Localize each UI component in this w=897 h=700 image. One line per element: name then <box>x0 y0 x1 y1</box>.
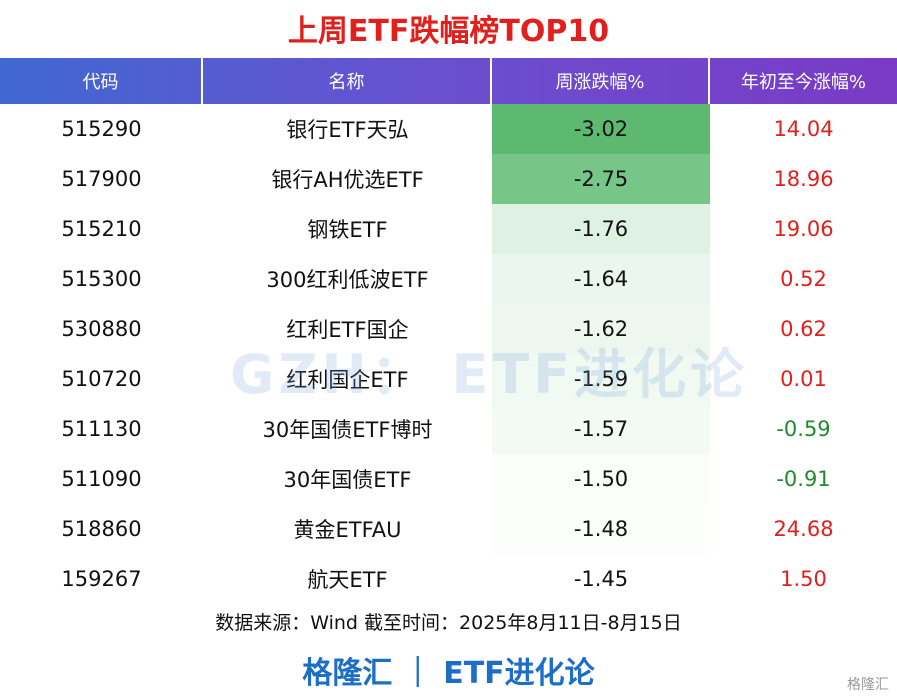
code-cell: 530880 <box>61 317 142 341</box>
ytd-change-cell: -0.91 <box>776 467 831 491</box>
logo: 格隆汇 <box>847 677 889 693</box>
ytd-change-cell: 1.50 <box>780 567 827 591</box>
code-cell: 515300 <box>61 267 142 291</box>
header-cell: 名称 <box>203 58 492 104</box>
code-cell: 159267 <box>61 567 142 591</box>
header-cell: 代码 <box>0 58 203 104</box>
weekly-change-cell: -1.62 <box>492 304 710 354</box>
ytd-change-cell: 24.68 <box>773 517 834 541</box>
weekly-change-cell: -3.02 <box>492 104 710 154</box>
ytd-change-cell: 18.96 <box>773 167 834 191</box>
name-cell: 红利ETF国企 <box>286 318 409 342</box>
name-cell: 30年国债ETF <box>283 468 412 492</box>
code-cell: 515210 <box>61 217 142 241</box>
name-cell: 30年国债ETF博时 <box>262 418 433 442</box>
ytd-change-cell: -0.59 <box>776 417 831 441</box>
weekly-change-cell: -1.50 <box>492 454 710 504</box>
name-cell: 300红利低波ETF <box>266 268 429 292</box>
weekly-change-cell: -1.57 <box>492 404 710 454</box>
weekly-change-cell: -1.76 <box>492 204 710 254</box>
table-header: 代码 名称 周涨跌幅% 年初至今涨幅% <box>0 58 897 104</box>
name-cell: 银行ETF天弘 <box>286 118 409 142</box>
name-cell: 银行AH优选ETF <box>271 168 424 192</box>
name-cell: 钢铁ETF <box>307 218 388 242</box>
code-cell: 511130 <box>61 417 142 441</box>
ytd-change-cell: 0.01 <box>780 367 827 391</box>
watermark: GZH： ETF进化论 <box>230 343 749 406</box>
code-cell: 510720 <box>61 367 142 391</box>
ytd-change-cell: 19.06 <box>773 217 834 241</box>
weekly-change-cell: -2.75 <box>492 154 710 204</box>
code-cell: 518860 <box>61 517 142 541</box>
header-cell: 年初至今涨幅% <box>740 72 867 93</box>
ytd-change-cell: 14.04 <box>773 117 834 141</box>
ytd-change-cell: 0.62 <box>780 317 827 341</box>
source-note: 数据来源：Wind 截至时间：2025年8月11日-8月15日 <box>215 612 682 634</box>
title: 上周ETF跌幅榜TOP10 <box>287 14 610 49</box>
weekly-change-cell: -1.64 <box>492 254 710 304</box>
code-cell: 515290 <box>61 117 142 141</box>
name-cell: 航天ETF <box>307 568 388 592</box>
name-cell: 黄金ETFAU <box>293 518 402 542</box>
ytd-change-cell: 0.52 <box>780 267 827 291</box>
name-cell: 红利国企ETF <box>286 368 409 392</box>
weekly-change-cell: -1.48 <box>492 504 710 554</box>
code-cell: 517900 <box>61 167 142 191</box>
weekly-change-cell: -1.45 <box>492 554 710 604</box>
footer: 格隆汇 ｜ ETF进化论 <box>302 656 595 691</box>
header-cell: 周涨跌幅% <box>492 58 710 104</box>
weekly-change-cell: -1.59 <box>492 354 710 404</box>
code-cell: 511090 <box>61 467 142 491</box>
